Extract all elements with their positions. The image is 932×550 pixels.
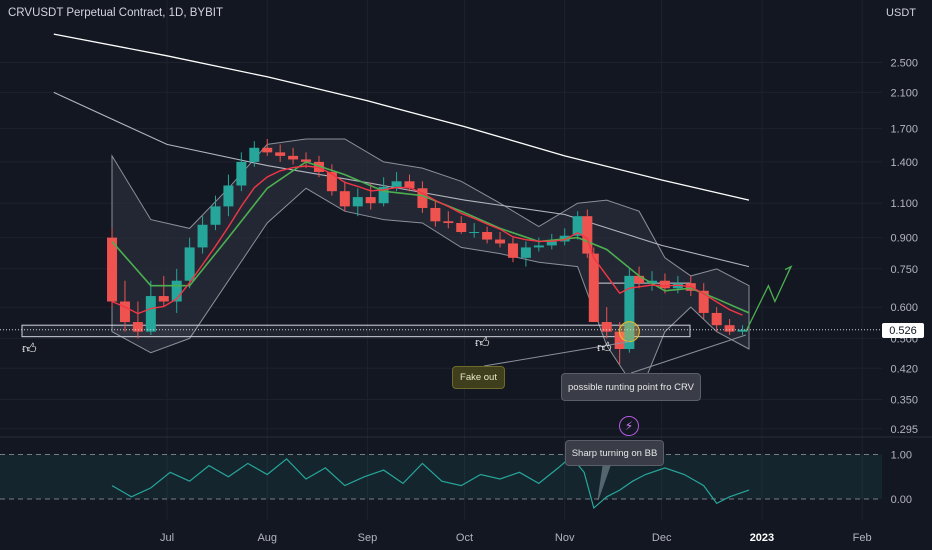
chart-title: CRVUSDT Perpetual Contract, 1D, BYBIT <box>8 7 223 19</box>
time-tick-label: Dec <box>652 532 672 544</box>
time-tick-label: Jul <box>160 532 174 544</box>
lightning-icon[interactable]: ⚡︎ <box>619 416 639 436</box>
oscillator-band <box>0 455 882 500</box>
price-tick-label: 0.295 <box>890 424 918 436</box>
time-tick-label: Feb <box>853 532 872 544</box>
turning-point-note[interactable]: possible runting point fro CRV <box>561 373 701 401</box>
oscillator-tick-label: 1.00 <box>891 450 912 462</box>
price-tick-label: 0.750 <box>890 264 918 276</box>
price-tick-label: 0.420 <box>890 363 918 375</box>
sharp-turning-note[interactable]: Sharp turning on BB <box>565 440 664 466</box>
thumbs-up-icon: 👍︎ <box>475 335 490 349</box>
price-tick-label: 2.500 <box>890 58 918 70</box>
time-tick-label: Aug <box>257 532 277 544</box>
oscillator-tick-label: 0.00 <box>891 494 912 506</box>
current-price-tag: 0.526 <box>882 323 924 338</box>
fake-out-note[interactable]: Fake out <box>452 366 505 389</box>
price-tick-label: 1.400 <box>890 157 918 169</box>
candle <box>236 152 246 191</box>
time-tick-label: 2023 <box>750 532 774 544</box>
projection-path[interactable] <box>746 267 791 332</box>
price-tick-label: 2.100 <box>890 87 918 99</box>
time-tick-label: Oct <box>456 532 473 544</box>
currency-label: USDT <box>886 7 916 19</box>
support-zone[interactable] <box>22 325 690 336</box>
thumbs-up-icon: 👍︎ <box>597 340 612 354</box>
price-tick-label: 0.600 <box>890 302 918 314</box>
candle <box>107 228 117 307</box>
fake-out-marker <box>619 322 639 342</box>
price-tick-label: 0.350 <box>890 395 918 407</box>
price-tick-label: 0.900 <box>890 233 918 245</box>
time-tick-label: Sep <box>358 532 378 544</box>
price-tick-label: 1.700 <box>890 124 918 136</box>
time-tick-label: Nov <box>555 532 575 544</box>
price-tick-label: 1.100 <box>890 198 918 210</box>
thumbs-up-icon: 👍︎ <box>22 341 37 355</box>
projection-arrowhead <box>785 267 791 273</box>
